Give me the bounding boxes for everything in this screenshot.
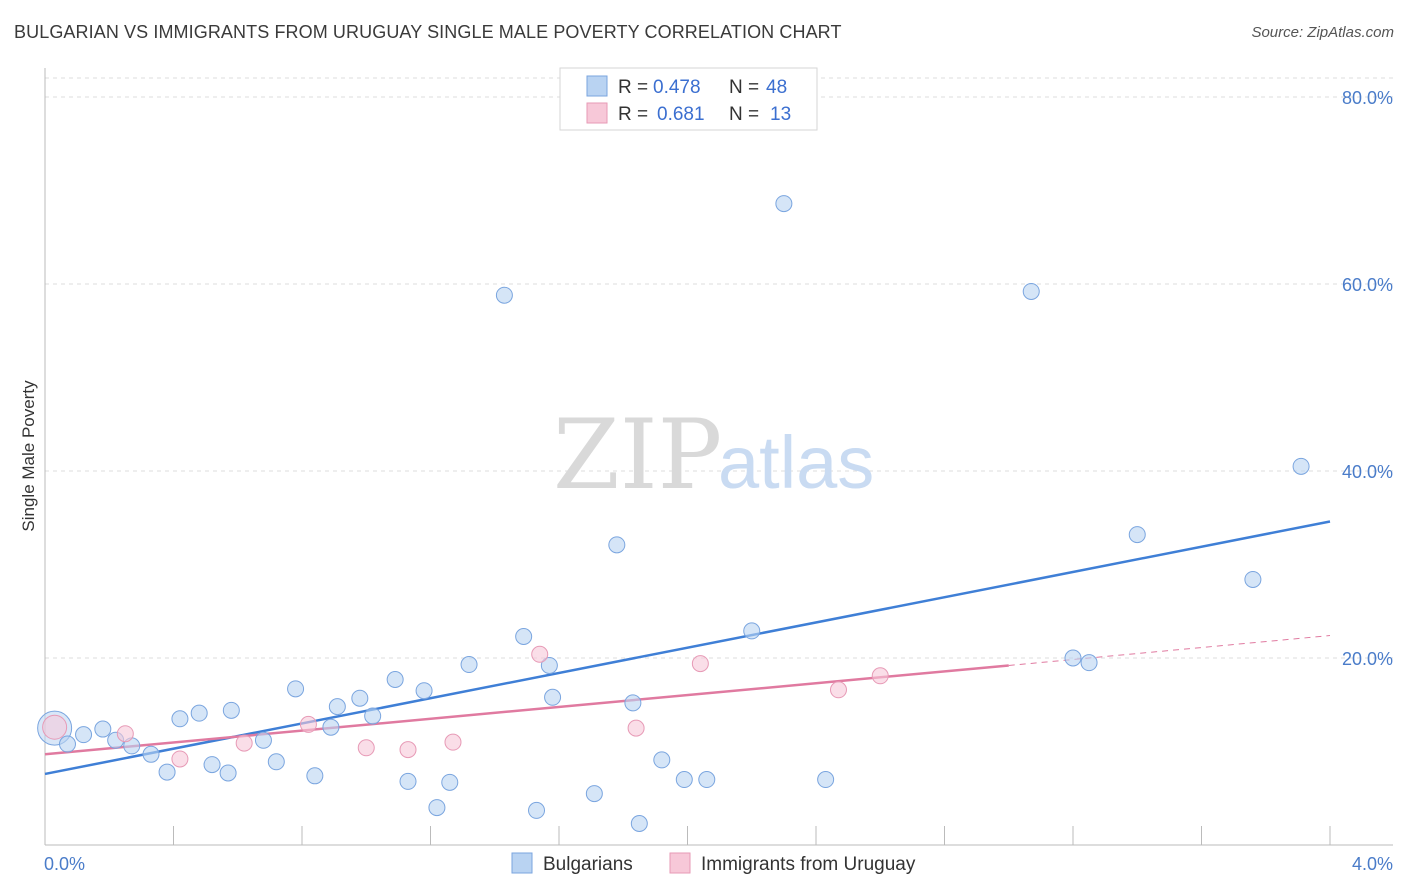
bulgarians-point-25 — [441, 773, 459, 791]
series-legend: Bulgarians Immigrants from Uruguay — [511, 852, 916, 875]
bulgarians-point-44 — [1080, 654, 1098, 672]
bulgarians-point-24 — [428, 799, 446, 817]
bulgarians-point-18 — [328, 698, 346, 716]
uruguay-point-8 — [531, 645, 549, 663]
bulgarians-point-16 — [306, 767, 324, 785]
bulgarians-point-47 — [1292, 457, 1310, 475]
bulgarians-point-26 — [460, 656, 478, 674]
legend-r-value-1: 0.478 — [653, 77, 701, 98]
bulgarians-point-8 — [171, 710, 189, 728]
uruguay-point-7 — [444, 733, 462, 751]
y-tick-label-1: 40.0% — [1342, 462, 1393, 482]
y-tick-label-2: 60.0% — [1342, 275, 1393, 295]
bulgarians-point-11 — [219, 764, 237, 782]
bulgarians-point-46 — [1244, 570, 1262, 588]
uruguay-point-4 — [299, 715, 317, 733]
bottom-legend-label-bulgarians: Bulgarians — [543, 854, 633, 875]
uruguay-point-1 — [116, 725, 134, 743]
uruguay-point-2 — [171, 750, 189, 768]
bulgarians-point-40 — [775, 195, 793, 213]
bulgarians-point-31 — [544, 688, 562, 706]
bulgarians-point-13 — [254, 731, 272, 749]
y-axis-label: Single Male Poverty — [19, 380, 38, 532]
bulgarians-point-17 — [322, 718, 340, 736]
uruguay-point-10 — [691, 655, 709, 673]
bulgarians-point-45 — [1128, 526, 1146, 544]
source-label: Source: ZipAtlas.com — [1251, 24, 1394, 41]
legend-n-value-2: 13 — [770, 104, 791, 125]
bulgarians-point-19 — [351, 689, 369, 707]
trendline-2 — [1008, 635, 1331, 666]
bulgarians-point-2 — [75, 726, 93, 744]
bulgarians-point-37 — [675, 771, 693, 789]
uruguay-point-5 — [357, 739, 375, 757]
bulgarians-point-43 — [1064, 649, 1082, 667]
legend-n-value-1: 48 — [766, 77, 787, 98]
chart-title: BULGARIAN VS IMMIGRANTS FROM URUGUAY SIN… — [14, 22, 842, 42]
bulgarians-point-20 — [364, 707, 382, 725]
bulgarians-point-9 — [190, 704, 208, 722]
points-layer — [37, 195, 1310, 832]
bulgarians-point-12 — [222, 701, 240, 719]
x-tick-label-0: 0.0% — [44, 854, 85, 874]
bulgarians-point-41 — [817, 771, 835, 789]
bulgarians-point-22 — [399, 772, 417, 790]
bulgarians-point-32 — [585, 785, 603, 803]
bottom-legend-label-uruguay: Immigrants from Uruguay — [701, 854, 916, 875]
legend-r-value-2: 0.681 — [657, 104, 705, 125]
bulgarians-point-10 — [203, 756, 221, 774]
uruguay-point-6 — [399, 741, 417, 759]
bulgarians-point-14 — [267, 753, 285, 771]
bulgarians-point-21 — [386, 671, 404, 689]
watermark-zip: ZIP — [553, 399, 722, 511]
trendline-1 — [44, 664, 1009, 756]
y-tick-label-0: 20.0% — [1342, 649, 1393, 669]
legend-swatch-uruguay — [586, 102, 608, 124]
uruguay-point-9 — [627, 719, 645, 737]
bulgarians-point-3 — [94, 720, 112, 738]
watermark-atlas: atlas — [718, 421, 874, 504]
bulgarians-point-33 — [608, 536, 626, 554]
legend-n-label-1: N = — [729, 77, 759, 98]
correlation-legend: R = 0.478 N = 48 R = 0.681 N = 13 — [559, 67, 818, 131]
legend-r-label-2: R = — [618, 104, 648, 125]
bulgarians-point-28 — [515, 627, 533, 645]
legend-r-label-1: R = — [618, 77, 648, 98]
bulgarians-point-38 — [698, 771, 716, 789]
grid-layer — [45, 77, 1393, 659]
trend-layer — [44, 520, 1331, 776]
bulgarians-point-34 — [624, 694, 642, 712]
bulgarians-point-35 — [630, 814, 648, 832]
bulgarians-point-27 — [495, 286, 513, 304]
uruguay-point-12 — [871, 667, 889, 685]
bulgarians-point-7 — [158, 763, 176, 781]
trendline-0 — [44, 520, 1331, 776]
bulgarians-point-23 — [415, 682, 433, 700]
uruguay-point-0 — [42, 714, 68, 740]
bulgarians-point-42 — [1022, 282, 1040, 300]
watermark: ZIP atlas — [553, 399, 874, 511]
uruguay-point-11 — [829, 681, 847, 699]
bulgarians-point-39 — [743, 622, 761, 640]
bottom-legend-swatch-bulgarians — [511, 852, 533, 874]
y-tick-label-3: 80.0% — [1342, 88, 1393, 108]
bulgarians-point-15 — [287, 680, 305, 698]
bulgarians-point-1 — [58, 735, 76, 753]
legend-n-label-2: N = — [729, 104, 759, 125]
bottom-legend-swatch-uruguay — [669, 852, 691, 874]
x-tick-label-1: 4.0% — [1352, 854, 1393, 874]
legend-swatch-bulgarians — [586, 75, 608, 97]
ticks-layer: 20.0% 40.0% 60.0% 80.0% 0.0% 4.0% — [44, 88, 1393, 874]
bulgarians-point-29 — [528, 801, 546, 819]
bulgarians-point-30 — [540, 656, 558, 674]
bulgarians-point-6 — [142, 745, 160, 763]
uruguay-point-3 — [235, 734, 253, 752]
bulgarians-point-36 — [653, 751, 671, 769]
